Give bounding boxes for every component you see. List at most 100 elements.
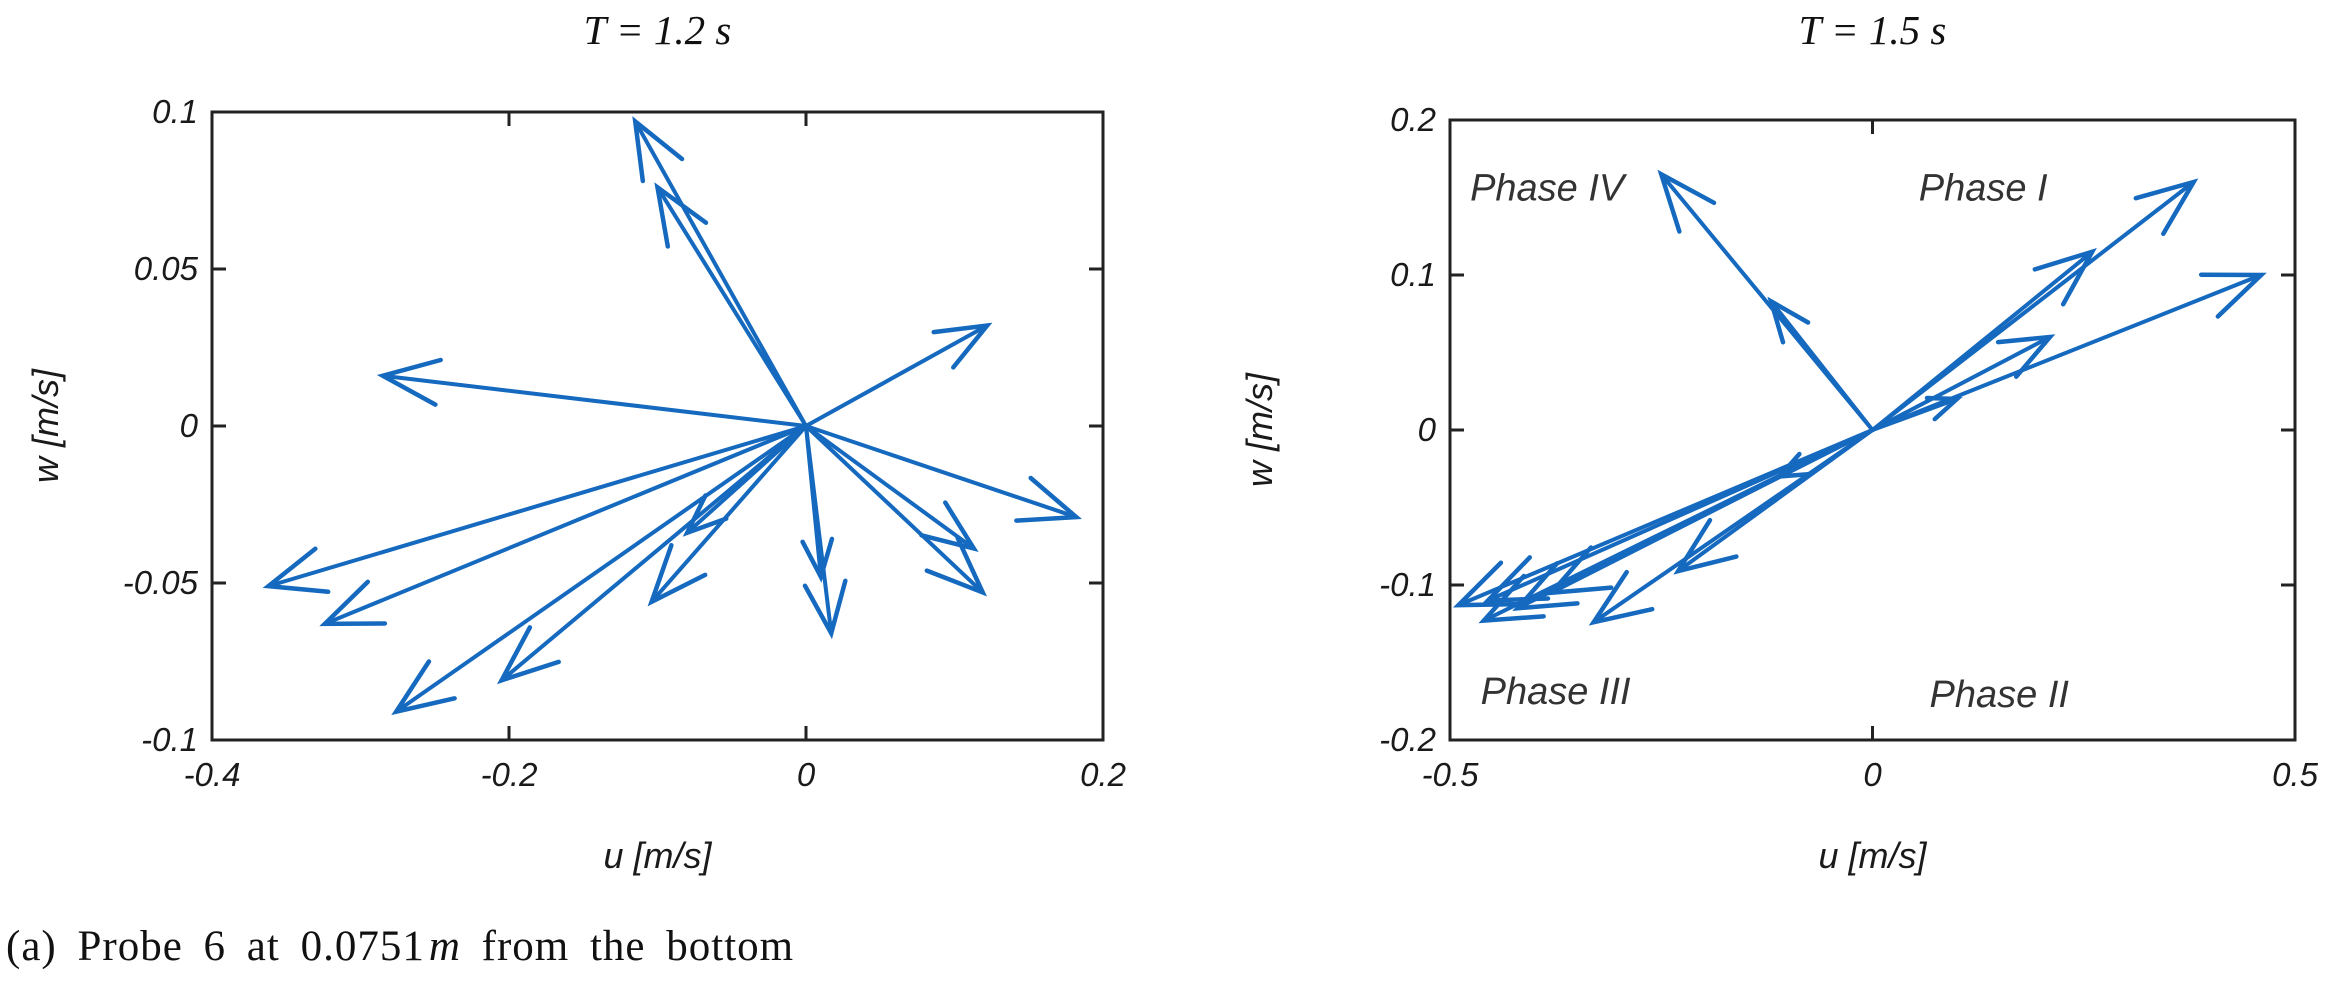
- vector-arrowhead: [391, 659, 457, 716]
- y-tick-label: -0.1: [1379, 566, 1436, 603]
- vector-arrow: [1870, 247, 2097, 432]
- vector-arrow: [496, 424, 808, 685]
- vector-arrowhead: [682, 493, 729, 537]
- x-tick-label: -0.2: [481, 756, 538, 793]
- vector-shaft: [685, 424, 808, 535]
- vector-arrow: [262, 424, 808, 595]
- vector-arrowhead: [931, 322, 993, 370]
- x-tick-label: -0.5: [1422, 756, 1480, 793]
- vector-arrowhead: [1995, 334, 2056, 379]
- vector-group: [1452, 169, 2267, 626]
- vector-arrowhead: [1767, 296, 1811, 345]
- vector-arrow: [804, 424, 979, 553]
- vector-shaft: [649, 424, 808, 604]
- vector-arrowhead: [2198, 272, 2267, 319]
- vector-arrow: [1767, 296, 1875, 432]
- vector-shaft: [394, 424, 808, 714]
- y-tick-label: 0.1: [152, 93, 198, 130]
- x-tick-label: -0.4: [184, 756, 241, 793]
- phase-label: Phase I: [1919, 167, 2048, 209]
- vector-shaft: [1769, 299, 1875, 432]
- vector-arrow: [1870, 272, 2267, 432]
- vector-arrowhead: [1478, 573, 1546, 624]
- y-tick-label: 0: [1418, 411, 1437, 448]
- vector-shaft: [266, 424, 808, 589]
- y-tick-label: 0.2: [1390, 101, 1436, 138]
- vector-arrowhead: [632, 116, 685, 184]
- vector-arrowhead: [802, 578, 848, 640]
- vector-arrowhead: [2032, 247, 2097, 307]
- vector-shaft: [1676, 428, 1875, 574]
- phase-label: Phase II: [1930, 674, 2070, 716]
- vector-arrow: [1774, 428, 1875, 480]
- vector-shaft: [1870, 335, 2052, 432]
- vector-arrowhead: [262, 546, 331, 595]
- vector-arrowhead: [1774, 451, 1812, 480]
- vector-shaft: [380, 373, 808, 428]
- axis-ticks: -0.5 0 0.5 0.2 0.1 0 -0.1 -0.2: [1379, 101, 2318, 793]
- vector-arrowhead: [1657, 169, 1717, 234]
- vector-arrow: [804, 424, 1082, 523]
- vector-shaft: [804, 424, 1079, 520]
- vector-arrowhead: [1924, 395, 1963, 422]
- vector-arrowhead: [1512, 560, 1580, 611]
- vector-arrowhead: [924, 535, 988, 597]
- vector-arrowhead: [1588, 569, 1655, 626]
- vector-arrow: [319, 424, 808, 627]
- vector-arrowhead: [1673, 517, 1739, 575]
- y-tick-label: -0.1: [141, 721, 198, 758]
- vector-arrowhead: [647, 542, 708, 607]
- vector-group: [262, 116, 1082, 716]
- vector-arrowhead: [800, 536, 835, 583]
- vector-arrow: [804, 424, 988, 597]
- y-tick-label: 0.05: [134, 250, 199, 287]
- vector-shaft: [655, 185, 808, 428]
- x-tick-label: 0: [797, 756, 816, 793]
- y-tick-label: 0: [180, 407, 199, 444]
- caption-unit: m: [428, 923, 461, 970]
- caption-suffix: from the bottom: [460, 923, 795, 970]
- vector-shaft: [804, 424, 976, 551]
- vector-arrow: [804, 322, 993, 428]
- vector-arrow: [1673, 428, 1875, 575]
- x-tick-label: 0: [1863, 756, 1882, 793]
- vector-arrowhead: [2133, 178, 2199, 237]
- chart-title: T = 1.5 s: [1799, 7, 1947, 53]
- figure-caption: (a) Probe 6 at 0.0751m from the bottom: [6, 922, 794, 971]
- y-axis-label: w [m/s]: [1239, 372, 1280, 487]
- y-tick-label: -0.2: [1379, 721, 1436, 758]
- vector-shaft: [1777, 428, 1875, 479]
- vector-arrowhead: [654, 182, 709, 249]
- vector-arrowhead: [919, 500, 979, 553]
- vector-arrow: [376, 357, 808, 428]
- vector-arrow: [391, 424, 808, 716]
- y-tick-label: -0.05: [123, 564, 199, 601]
- vector-shaft: [804, 424, 834, 636]
- vector-shaft: [804, 424, 985, 595]
- vector-arrowhead: [1014, 475, 1082, 523]
- vector-arrowhead: [376, 357, 443, 407]
- vector-arrow: [1870, 334, 2056, 432]
- vector-arrowhead: [319, 579, 388, 627]
- vector-arrowhead: [496, 625, 561, 685]
- x-axis-label: u [m/s]: [603, 835, 712, 876]
- vector-shaft: [1870, 273, 2264, 432]
- caption-prefix: (a) Probe 6 at 0.0751: [6, 923, 425, 970]
- vector-shaft: [322, 424, 808, 626]
- x-tick-label: 0.5: [2272, 756, 2319, 793]
- vector-shaft: [1870, 249, 2095, 432]
- phase-label: Phase IV: [1470, 167, 1628, 209]
- vector-arrow: [632, 116, 808, 428]
- vector-shaft: [804, 323, 990, 428]
- phase-label: Phase III: [1481, 671, 1631, 713]
- y-axis-label: w [m/s]: [25, 368, 66, 483]
- vector-shaft: [499, 424, 808, 683]
- vector-arrow: [654, 182, 808, 428]
- vector-arrowhead: [1546, 545, 1614, 596]
- chart-title: T = 1.2 s: [584, 7, 732, 53]
- x-axis-label: u [m/s]: [1818, 835, 1927, 876]
